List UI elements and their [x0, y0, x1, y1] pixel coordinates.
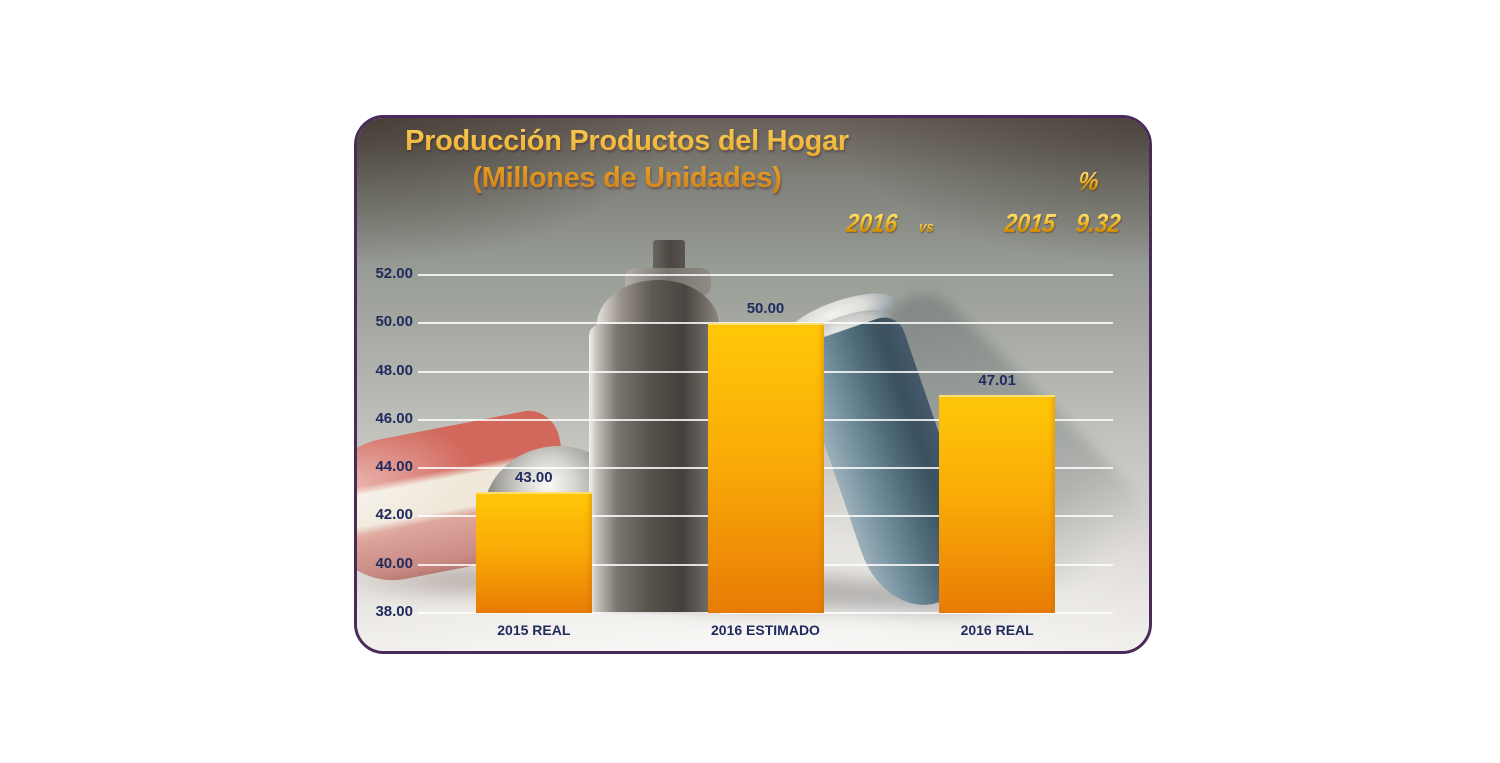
gridline	[418, 612, 1113, 614]
bar-value-label: 50.00	[746, 300, 785, 318]
percent-symbol: %	[1077, 166, 1101, 196]
bar	[707, 323, 824, 613]
comparison-year-right: 2015	[1003, 208, 1057, 238]
category-label: 2015 REAL	[497, 622, 571, 638]
bar-chart-plot-area: 52.00 50.00 48.00 46.00 44.00 42.00 40.00 38.00…	[357, 118, 1149, 651]
percent-value: 9.32	[1074, 208, 1123, 238]
y-axis-tick-label: 46.00	[375, 409, 413, 427]
bar-value-label: 43.00	[515, 469, 553, 487]
chart-title-line2: (Millones de Unidades)	[472, 162, 782, 194]
bar-value-label: 47.01	[978, 372, 1016, 390]
category-label: 2016 REAL	[960, 622, 1034, 638]
y-axis-tick-label: 50.00	[375, 313, 413, 331]
bar	[939, 395, 1056, 613]
comparison-vs-label: vs	[918, 219, 935, 236]
y-axis-tick-label: 52.00	[375, 265, 413, 282]
y-axis-tick-label: 48.00	[375, 361, 413, 379]
category-label: 2016 ESTIMADO	[711, 622, 820, 638]
chart-title: Producción Productos del Hogar (Millones…	[365, 123, 889, 197]
slide: Producción Productos del Hogar (Millones…	[354, 115, 1152, 654]
chart-title-line1: Producción Productos del Hogar	[405, 125, 849, 157]
y-axis-tick-label: 40.00	[375, 554, 413, 572]
comparison-year-left: 2016	[845, 208, 899, 238]
y-axis-tick-label: 44.00	[375, 458, 413, 476]
gridline	[418, 274, 1113, 276]
bar	[475, 492, 592, 613]
y-axis-tick-label: 42.00	[375, 506, 413, 524]
y-axis-tick-label: 38.00	[375, 603, 413, 620]
